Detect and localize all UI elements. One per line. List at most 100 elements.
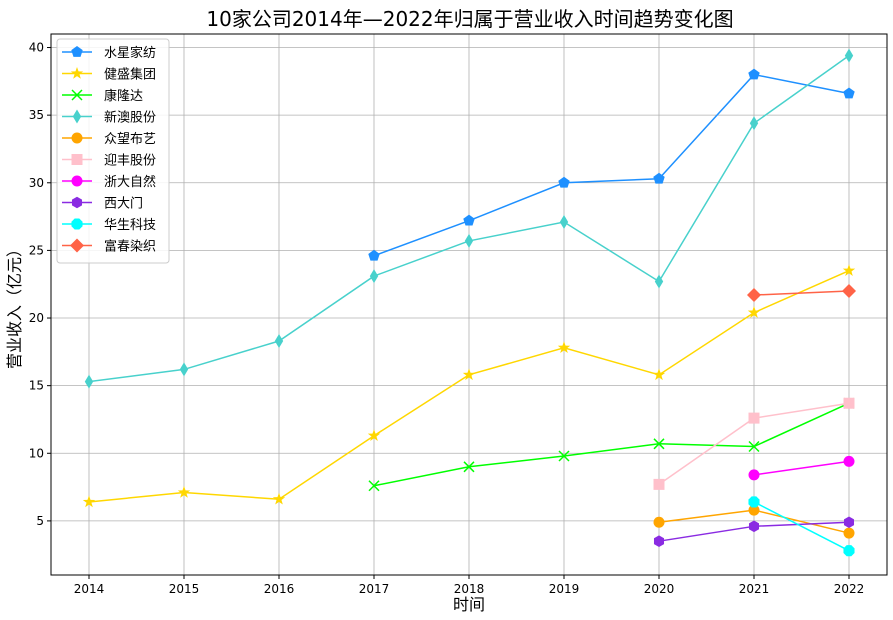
x-tick-label: 2019 [549, 582, 580, 596]
data-point [82, 495, 96, 508]
legend-marker [71, 46, 83, 57]
data-point [843, 87, 855, 99]
x-tick-label: 2017 [359, 582, 390, 596]
data-point [462, 368, 476, 381]
data-point [179, 362, 189, 377]
series-6 [748, 455, 855, 481]
data-point [652, 368, 666, 381]
legend-label: 华生科技 [104, 218, 156, 233]
legend-marker [70, 238, 84, 253]
legend-marker [71, 132, 83, 144]
grid [51, 34, 887, 575]
data-point [653, 478, 665, 490]
legend-item: 众望布艺 [62, 131, 156, 147]
y-tick-label: 15 [29, 379, 44, 393]
series-line [753, 460, 850, 476]
y-tick-label: 30 [29, 176, 44, 190]
data-point [748, 412, 760, 424]
y-tick-label: 40 [29, 41, 44, 55]
legend-marker [70, 67, 84, 79]
legend-label: 新澳股份 [104, 110, 156, 126]
legend-marker [71, 154, 83, 165]
series-layer [82, 48, 856, 557]
series-line [373, 402, 850, 487]
data-point [748, 469, 760, 481]
data-point [84, 374, 94, 389]
data-point [464, 233, 474, 248]
y-tick-label: 20 [29, 311, 44, 325]
series-4 [653, 504, 855, 539]
legend-item: 迎丰股份 [62, 154, 156, 169]
data-point [177, 486, 191, 498]
data-point [748, 496, 760, 508]
series-9 [747, 283, 856, 303]
series-7 [653, 516, 855, 547]
data-point [747, 306, 761, 318]
data-point [842, 264, 856, 276]
series-3 [84, 48, 854, 389]
data-point [653, 535, 665, 547]
legend-label: 众望布艺 [104, 131, 156, 147]
data-point [843, 516, 855, 529]
series-line [753, 501, 850, 552]
data-point [272, 492, 286, 505]
x-tick-label: 2014 [74, 582, 105, 596]
data-point [463, 461, 475, 473]
series-5 [653, 397, 855, 490]
x-tick-label: 2022 [834, 582, 865, 596]
data-point [368, 480, 380, 492]
y-axis-ticks: 5 10 15 20 25 30 35 40 [29, 41, 51, 528]
data-point [557, 341, 571, 354]
data-point [843, 397, 855, 409]
x-tick-label: 2015 [169, 582, 200, 596]
series-0 [368, 68, 855, 261]
legend-label: 健盛集团 [104, 67, 156, 83]
data-point [558, 176, 570, 188]
series-line [753, 290, 850, 296]
y-tick-label: 10 [29, 446, 44, 460]
x-tick-label: 2016 [264, 582, 295, 596]
chart-title: 10家公司2014年—2022年归属于营业收入时间趋势变化图 [206, 7, 733, 31]
legend-marker [71, 89, 83, 101]
legend-item: 西大门 [62, 197, 143, 212]
data-point [842, 283, 856, 298]
data-point [369, 269, 379, 284]
legend-item: 水星家纺 [62, 45, 156, 61]
x-axis-label: 时间 [453, 595, 485, 614]
data-point [559, 214, 569, 229]
data-point [368, 249, 380, 261]
legend-marker [72, 109, 82, 124]
data-point [748, 504, 760, 516]
data-point [748, 440, 760, 453]
data-point [367, 429, 381, 441]
legend-item: 康隆达 [62, 88, 143, 104]
x-tick-label: 2021 [739, 582, 770, 596]
legend-item: 浙大自然 [62, 174, 156, 190]
data-point [844, 48, 854, 63]
data-point [558, 450, 570, 462]
data-point [843, 455, 855, 467]
data-point [748, 520, 760, 533]
data-point [843, 545, 855, 557]
legend-label: 浙大自然 [104, 174, 156, 190]
legend-marker [71, 218, 83, 230]
x-tick-label: 2018 [454, 582, 485, 596]
data-point [747, 288, 761, 303]
data-point [274, 334, 284, 349]
legend-label: 迎丰股份 [104, 154, 156, 169]
legend-label: 康隆达 [104, 88, 143, 104]
legend-item: 健盛集团 [62, 67, 156, 83]
legend-item: 富春染织 [62, 238, 156, 255]
legend-marker [71, 175, 83, 187]
data-point [653, 438, 665, 450]
data-point [749, 116, 759, 131]
y-axis-label: 营业收入（亿元） [5, 241, 24, 369]
series-1 [82, 264, 856, 508]
series-2 [368, 397, 855, 492]
series-8 [748, 496, 855, 557]
legend-item: 新澳股份 [62, 109, 156, 126]
data-point [748, 68, 760, 80]
x-axis-ticks: 2014 2015 2016 2017 2018 2019 2020 2021 2022 [74, 575, 865, 596]
